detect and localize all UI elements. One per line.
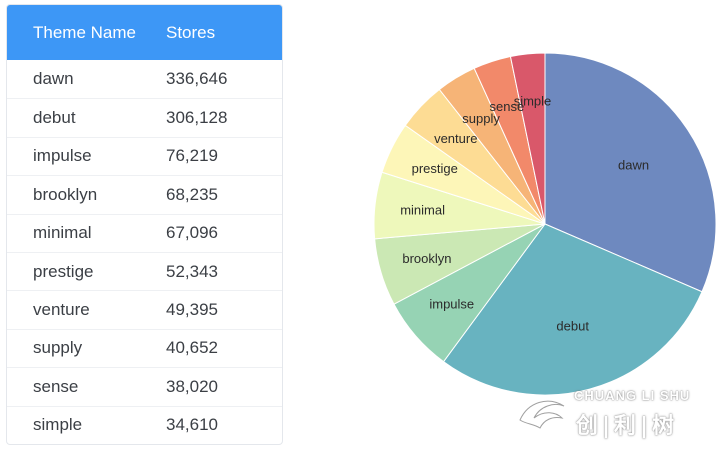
pie-label-simple: simple — [514, 94, 552, 109]
pie-label-brooklyn: brooklyn — [402, 251, 451, 266]
pie-slice-simple — [509, 52, 546, 225]
table-row: sense 38,020 — [7, 367, 282, 405]
row-stores: 67,096 — [166, 223, 218, 243]
table-row: brooklyn 68,235 — [7, 175, 282, 213]
pie-label-impulse: impulse — [429, 296, 474, 311]
pie-slice-dawn — [544, 52, 717, 293]
watermark-text-cn: 创|利|树 — [576, 414, 679, 439]
pie-label-sense: sense — [489, 99, 524, 114]
row-theme-name: prestige — [33, 261, 94, 281]
table-row: venture 49,395 — [7, 290, 282, 328]
row-theme-name: supply — [33, 338, 83, 358]
pie-chart-svg: dawn debut impulse brooklyn minimal prestige v… — [373, 52, 717, 396]
row-stores: 306,128 — [166, 108, 228, 128]
header-stores: Stores — [166, 22, 216, 42]
table-row: supply 40,652 — [7, 328, 282, 367]
table-row: prestige 52,343 — [7, 251, 282, 290]
row-theme-name: simple — [33, 415, 83, 435]
pie-label-debut: debut — [556, 318, 589, 333]
table-row: impulse 76,219 — [7, 136, 282, 175]
header-theme-name: Theme Name — [33, 22, 136, 42]
row-stores: 38,020 — [166, 376, 218, 396]
pie-label-prestige: prestige — [412, 161, 458, 176]
table-body: dawn 336,646 debut 306,128 impulse 76,219 broo… — [7, 60, 282, 444]
table-header: Theme Name Stores — [7, 5, 282, 60]
table-row: dawn 336,646 — [7, 60, 282, 98]
row-theme-name: minimal — [33, 223, 92, 243]
pie-slice-debut — [442, 223, 703, 396]
row-stores: 76,219 — [166, 146, 218, 166]
row-theme-name: dawn — [33, 69, 74, 89]
row-theme-name: debut — [33, 108, 76, 128]
row-stores: 34,610 — [166, 415, 218, 435]
table-row: debut 306,128 — [7, 98, 282, 136]
row-stores: 68,235 — [166, 184, 218, 204]
row-stores: 52,343 — [166, 261, 218, 281]
pie-label-venture: venture — [434, 131, 477, 146]
theme-table: Theme Name Stores dawn 336,646 debut 306,12… — [6, 4, 283, 445]
table-row: minimal 67,096 — [7, 213, 282, 252]
row-theme-name: impulse — [33, 146, 92, 166]
row-theme-name: venture — [33, 300, 90, 320]
row-stores: 49,395 — [166, 300, 218, 320]
row-theme-name: sense — [33, 376, 79, 396]
pie-label-minimal: minimal — [400, 202, 445, 217]
row-stores: 336,646 — [166, 69, 228, 89]
row-stores: 40,652 — [166, 338, 218, 358]
row-theme-name: brooklyn — [33, 184, 98, 204]
pie-label-supply: supply — [462, 111, 500, 126]
pie-label-dawn: dawn — [618, 158, 649, 173]
table-row: simple 34,610 — [7, 405, 282, 444]
pie-chart: dawn debut impulse brooklyn minimal prestige v… — [360, 40, 720, 410]
